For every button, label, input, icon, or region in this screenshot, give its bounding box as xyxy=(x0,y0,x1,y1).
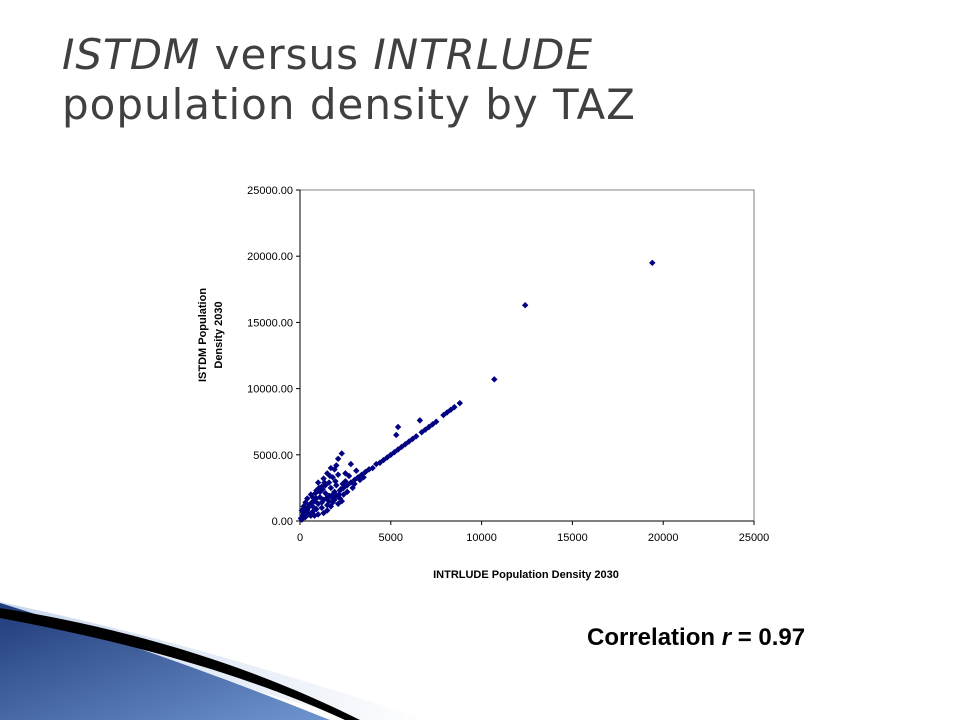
swoosh-black-stroke xyxy=(0,608,360,720)
data-point xyxy=(326,472,334,480)
x-tick-label: 20000 xyxy=(648,532,679,544)
y-tick-label: 10000.00 xyxy=(247,384,293,396)
data-point xyxy=(314,479,322,486)
y-axis-title-line1: ISTDM Population xyxy=(197,288,209,382)
data-point xyxy=(360,474,367,481)
data-point xyxy=(307,512,315,519)
data-point xyxy=(312,489,319,497)
x-tick-label: 15000 xyxy=(557,532,588,544)
data-point xyxy=(521,301,529,309)
data-point xyxy=(308,499,316,506)
data-point xyxy=(347,460,355,468)
correlation-label: Correlation xyxy=(587,624,722,651)
data-point xyxy=(315,484,323,492)
data-point xyxy=(318,499,325,506)
data-point xyxy=(349,484,356,492)
data-point xyxy=(321,479,328,486)
data-point xyxy=(323,495,330,502)
data-point xyxy=(334,455,342,462)
slide-title: ISTDM versus INTRLUDE population density… xyxy=(62,30,922,130)
data-point xyxy=(304,504,312,511)
title-versus: versus xyxy=(200,30,374,79)
data-point xyxy=(309,493,316,501)
data-point xyxy=(491,376,498,383)
data-point xyxy=(373,460,380,468)
data-point xyxy=(456,399,464,407)
y-tick-label: 0.00 xyxy=(272,516,293,528)
data-point xyxy=(353,467,360,474)
correlation-note: Correlation r = 0.97 xyxy=(587,624,805,652)
x-tick-label: 10000 xyxy=(466,532,497,544)
data-point xyxy=(334,471,342,478)
y-axis-title-line2: Density 2030 xyxy=(213,301,225,368)
title-intrlude: INTRLUDE xyxy=(373,30,593,79)
data-point xyxy=(394,423,402,431)
y-tick-label: 25000.00 xyxy=(247,185,293,197)
data-point xyxy=(314,511,322,518)
data-point xyxy=(322,489,329,497)
data-point xyxy=(320,509,327,517)
x-axis-title: INTRLUDE Population Density 2030 xyxy=(433,569,619,581)
data-point xyxy=(344,488,351,496)
y-tick-label: 20000.00 xyxy=(247,251,293,263)
data-point xyxy=(339,480,346,488)
y-tick-label: 15000.00 xyxy=(247,317,293,329)
x-tick-label: 25000 xyxy=(739,532,770,544)
x-tick-label: 5000 xyxy=(379,532,403,544)
data-point xyxy=(337,486,345,493)
data-point xyxy=(328,493,335,501)
data-point xyxy=(338,450,345,457)
data-point xyxy=(327,464,335,472)
data-point xyxy=(416,417,424,424)
title-line2: population density by TAZ xyxy=(62,80,636,129)
title-istdm: ISTDM xyxy=(62,30,201,79)
data-point xyxy=(318,504,325,511)
scatter-chart: 0 5000 10000 15000 20000 25000 0.00 5000.00 1000… xyxy=(197,185,770,581)
data-point xyxy=(302,513,309,521)
data-point xyxy=(440,411,447,419)
data-point xyxy=(297,515,305,522)
data-point xyxy=(332,478,339,485)
correlation-symbol: r xyxy=(721,624,732,651)
data-point xyxy=(327,503,335,510)
data-point xyxy=(327,484,335,492)
data-point xyxy=(393,431,400,439)
data-point xyxy=(649,259,656,267)
correlation-value: = 0.97 xyxy=(731,624,806,651)
data-point xyxy=(309,508,316,515)
x-tick-label: 0 xyxy=(297,532,303,544)
data-point xyxy=(418,429,425,436)
data-point xyxy=(345,472,353,480)
data-point xyxy=(301,511,308,518)
data-point xyxy=(335,491,343,498)
data-point xyxy=(334,500,342,507)
y-tick-label: 5000.00 xyxy=(253,450,293,462)
